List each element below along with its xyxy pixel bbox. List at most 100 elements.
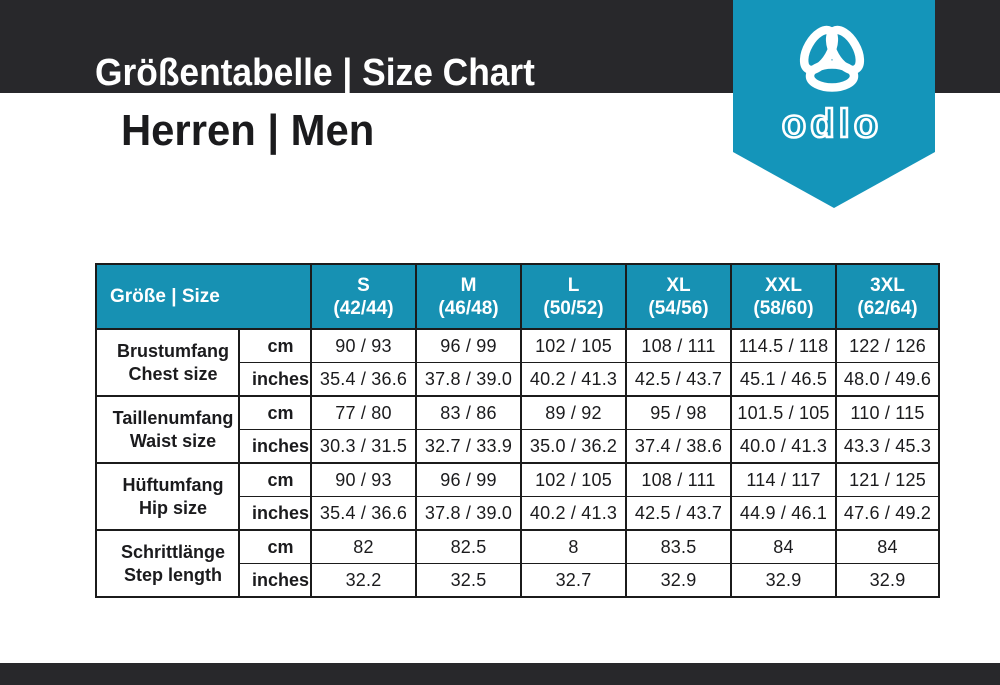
size-column-header-s: S (42/44) [310, 263, 417, 330]
table-header-row: Größe | Size S (42/44) M (46/48) L (50/52) XL(… [95, 263, 940, 330]
value-cell: 122 / 126 [835, 328, 940, 363]
measurement-label: Hüftumfang Hip size [95, 462, 240, 531]
value-cell: 32.9 [730, 563, 837, 598]
value-cell: 32.7 / 33.9 [415, 429, 522, 464]
value-cell: 82 [310, 529, 417, 564]
size-name: 3XL [870, 274, 905, 296]
value-cell: 82.5 [415, 529, 522, 564]
value-cell: 110 / 115 [835, 395, 940, 430]
value-cell: 32.9 [625, 563, 732, 598]
value-cell: 121 / 125 [835, 462, 940, 497]
value-cell: 37.8 / 39.0 [415, 496, 522, 531]
value-cell: 102 / 105 [520, 462, 627, 497]
measurement-label-de: Brustumfang [117, 340, 229, 361]
measurement-label-de: Taillenumfang [112, 407, 234, 428]
value-cell: 108 / 111 [625, 328, 732, 363]
value-cell: 95 / 98 [625, 395, 732, 430]
value-cell: 35.4 / 36.6 [310, 362, 417, 397]
page-title: Größentabelle | Size Chart [95, 52, 535, 94]
measurement-label: Schrittlänge Step length [95, 529, 240, 598]
brand-ribbon-svg: odlo [733, 0, 935, 208]
value-cell: 8 [520, 529, 627, 564]
ribbon-pennant [733, 0, 935, 208]
value-cell: 32.2 [310, 563, 417, 598]
value-cell: 42.5 / 43.7 [625, 496, 732, 531]
brand-wordmark: odlo [782, 102, 882, 146]
unit-cell: inches [238, 429, 312, 464]
measure-row-3-inches: inches 32.2 32.5 32.7 32.9 32.9 32.9 [96, 563, 940, 598]
size-range: (62/64) [857, 297, 918, 319]
size-column-header-l: L (50/52) [520, 263, 627, 330]
measure-row-0-inches: inches 35.4 / 36.6 37.8 / 39.0 40.2 / 41.3 4… [96, 362, 940, 397]
unit-cell: cm [238, 395, 312, 430]
measurement-label-en: Chest size [128, 363, 218, 384]
value-cell: 102 / 105 [520, 328, 627, 363]
size-table-body: Brustumfang Chest size cm 90 / 93 96 / 99 102… [95, 328, 940, 598]
value-cell: 114.5 / 118 [730, 328, 837, 363]
value-cell: 90 / 93 [310, 328, 417, 363]
value-cell: 47.6 / 49.2 [835, 496, 940, 531]
value-cell: 40.0 / 41.3 [730, 429, 837, 464]
size-column-header-3xl: 3XL (62/64) [835, 263, 940, 330]
size-column-header-m: M (46/48) [415, 263, 522, 330]
measurement-label-en: Hip size [138, 497, 208, 518]
measure-row-1-inches: inches 30.3 / 31.5 32.7 / 33.9 35.0 / 36.2 3… [96, 429, 940, 464]
value-cell: 48.0 / 49.6 [835, 362, 940, 397]
size-chart-table: Größe | Size S (42/44) M (46/48) L (50/52) XL(… [95, 263, 940, 598]
corner-header-cell: Größe | Size [95, 263, 312, 330]
size-range: (54/56) [648, 297, 709, 319]
value-cell: 77 / 80 [310, 395, 417, 430]
page-subtitle: Herren | Men [121, 106, 375, 155]
measurement-label-de: Schrittlänge [120, 541, 226, 562]
unit-cell: inches [238, 362, 312, 397]
value-cell: 30.3 / 31.5 [310, 429, 417, 464]
value-cell: 84 [835, 529, 940, 564]
size-range: (46/48) [438, 297, 499, 319]
measure-row-1-cm: Taillenumfang Waist size cm 77 / 80 83 / 86 8… [95, 395, 940, 464]
value-cell: 108 / 111 [625, 462, 732, 497]
value-cell: 83.5 [625, 529, 732, 564]
value-cell: 90 / 93 [310, 462, 417, 497]
value-cell: 35.0 / 36.2 [520, 429, 627, 464]
size-range: (42/44) [333, 297, 394, 319]
measurement-label-en: Step length [124, 564, 222, 585]
bottom-bar [0, 663, 1000, 685]
unit-cell: inches [238, 563, 312, 598]
measure-row-2-cm: Hüftumfang Hip size cm 90 / 93 96 / 99 102 / … [95, 462, 940, 531]
size-range: (50/52) [543, 297, 604, 319]
unit-cell: cm [238, 328, 312, 363]
size-name: XL [666, 274, 691, 296]
measurement-label: Brustumfang Chest size [95, 328, 240, 397]
value-cell: 32.5 [415, 563, 522, 598]
value-cell: 83 / 86 [415, 395, 522, 430]
value-cell: 40.2 / 41.3 [520, 496, 627, 531]
value-cell: 37.8 / 39.0 [415, 362, 522, 397]
value-cell: 96 / 99 [415, 462, 522, 497]
value-cell: 43.3 / 45.3 [835, 429, 940, 464]
brand-ribbon: odlo [733, 0, 935, 209]
value-cell: 84 [730, 529, 837, 564]
unit-cell: cm [238, 462, 312, 497]
value-cell: 37.4 / 38.6 [625, 429, 732, 464]
unit-cell: cm [238, 529, 312, 564]
measurement-label-en: Waist size [129, 430, 217, 451]
measure-row-2-inches: inches 35.4 / 36.6 37.8 / 39.0 40.2 / 41.3 4… [96, 496, 940, 531]
value-cell: 114 / 117 [730, 462, 837, 497]
value-cell: 96 / 99 [415, 328, 522, 363]
value-cell: 32.7 [520, 563, 627, 598]
size-range: (58/60) [753, 297, 814, 319]
unit-cell: inches [238, 496, 312, 531]
odlo-trefoil-knot-icon [799, 25, 865, 92]
value-cell: 101.5 / 105 [730, 395, 837, 430]
size-column-header-xl: XL (54/56) [625, 263, 732, 330]
measure-row-3-cm: Schrittlänge Step length cm 82 82.5 8 83.5 84 84 [95, 529, 940, 598]
value-cell: 89 / 92 [520, 395, 627, 430]
value-cell: 40.2 / 41.3 [520, 362, 627, 397]
size-name: M [460, 274, 477, 296]
value-cell: 44.9 / 46.1 [730, 496, 837, 531]
measurement-label: Taillenumfang Waist size [95, 395, 240, 464]
value-cell: 45.1 / 46.5 [730, 362, 837, 397]
size-name: L [567, 274, 580, 296]
value-cell: 32.9 [835, 563, 940, 598]
